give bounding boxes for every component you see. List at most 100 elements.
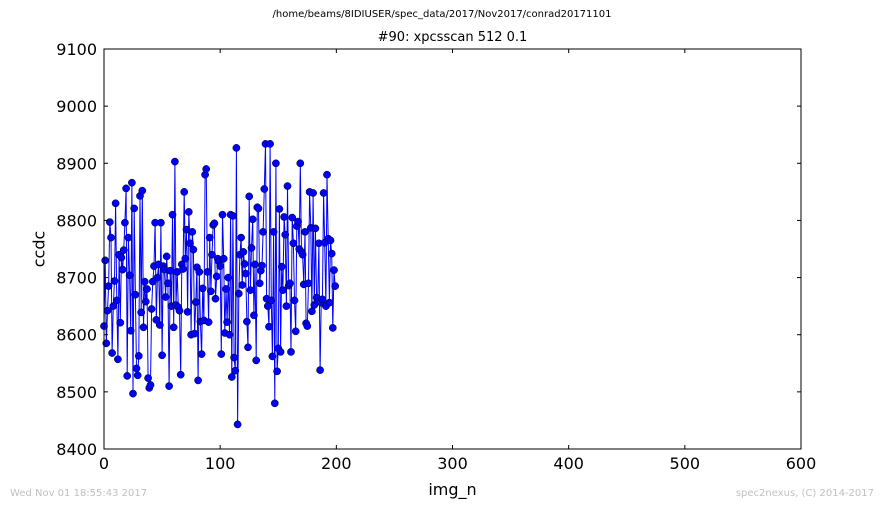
data-point [298, 250, 307, 259]
data-point [122, 184, 130, 193]
data-point [224, 273, 233, 282]
plot-frame [103, 48, 802, 450]
data-point [204, 318, 213, 326]
y-tick-label: 8900 [56, 154, 97, 173]
data-point [189, 245, 198, 254]
y-tick-label: 9000 [56, 97, 97, 116]
y-tick-label: 9100 [56, 40, 97, 59]
data-point [218, 210, 227, 219]
data-point [143, 285, 151, 293]
data-point [208, 250, 216, 259]
data-point [103, 306, 112, 315]
data-point [259, 228, 267, 236]
footer-credit: spec2nexus, (C) 2014-2017 [735, 488, 874, 499]
data-point [231, 366, 240, 375]
data-point [260, 185, 269, 193]
data-point [198, 284, 207, 293]
data-point [175, 306, 184, 315]
data-point [126, 326, 135, 335]
data-point [109, 302, 118, 310]
data-point [250, 311, 258, 320]
data-point [171, 157, 179, 166]
data-point [147, 305, 156, 313]
x-tick-label: 200 [321, 454, 352, 473]
data-point [331, 282, 340, 290]
data-point [183, 308, 192, 316]
data-point [258, 261, 266, 270]
data-point [291, 327, 300, 336]
data-point [197, 350, 206, 358]
data-point [328, 324, 337, 332]
data-point [207, 287, 215, 296]
data-point [188, 228, 197, 236]
data-point [311, 224, 320, 233]
data-point [219, 254, 228, 263]
data-point [323, 170, 331, 179]
data-point [267, 296, 276, 305]
x-tick-label: 500 [670, 454, 701, 473]
data-point [130, 204, 139, 213]
data-point [301, 228, 309, 236]
data-point [276, 348, 285, 356]
data-point [211, 294, 220, 303]
data-point [124, 233, 133, 242]
data-point [222, 285, 230, 293]
data-point [240, 260, 249, 268]
data-point [179, 265, 187, 273]
data-point [168, 210, 177, 219]
data-point [140, 277, 149, 286]
data-point [303, 322, 312, 330]
data-point [194, 376, 202, 385]
data-point [137, 308, 146, 317]
data-point [223, 318, 231, 326]
data-point [132, 364, 141, 373]
data-point [181, 254, 190, 263]
data-point [205, 233, 214, 242]
data-point [104, 282, 113, 290]
data-point [270, 399, 279, 408]
data-point [118, 265, 127, 274]
data-point [139, 323, 148, 332]
data-point [191, 298, 200, 306]
data-point [241, 269, 250, 278]
data-point [162, 252, 171, 261]
data-point [128, 178, 136, 187]
data-point [141, 297, 150, 306]
data-point [195, 268, 204, 276]
data-point [244, 343, 252, 352]
data-point [131, 290, 140, 299]
data-point [227, 373, 236, 381]
data-point [107, 233, 115, 242]
data-point [202, 165, 211, 173]
data-point [294, 217, 302, 226]
data-point [129, 389, 137, 398]
data-point [225, 330, 234, 339]
x-tick-label: 0 [99, 454, 109, 473]
data-point [327, 249, 336, 258]
data-point [158, 351, 166, 360]
data-point [125, 271, 134, 280]
data-point [184, 208, 193, 216]
data-point [287, 348, 295, 356]
data-point [272, 159, 280, 168]
data-point [266, 140, 274, 148]
data-point [254, 204, 263, 213]
data-point [316, 366, 324, 374]
data-point [243, 317, 251, 326]
data-point [296, 159, 305, 168]
data-point [282, 302, 291, 310]
x-tick-label: 400 [553, 454, 584, 473]
data-point [277, 262, 286, 271]
data-point [251, 260, 259, 269]
data-point [216, 262, 225, 270]
data-point [265, 322, 273, 331]
x-axis-label: img_n [428, 480, 477, 499]
data-point [263, 302, 272, 310]
data-point [255, 279, 264, 288]
x-tick-label: 300 [437, 454, 468, 473]
data-point [232, 144, 241, 152]
data-point [289, 239, 298, 248]
data-point [117, 253, 126, 262]
data-point [318, 295, 327, 304]
